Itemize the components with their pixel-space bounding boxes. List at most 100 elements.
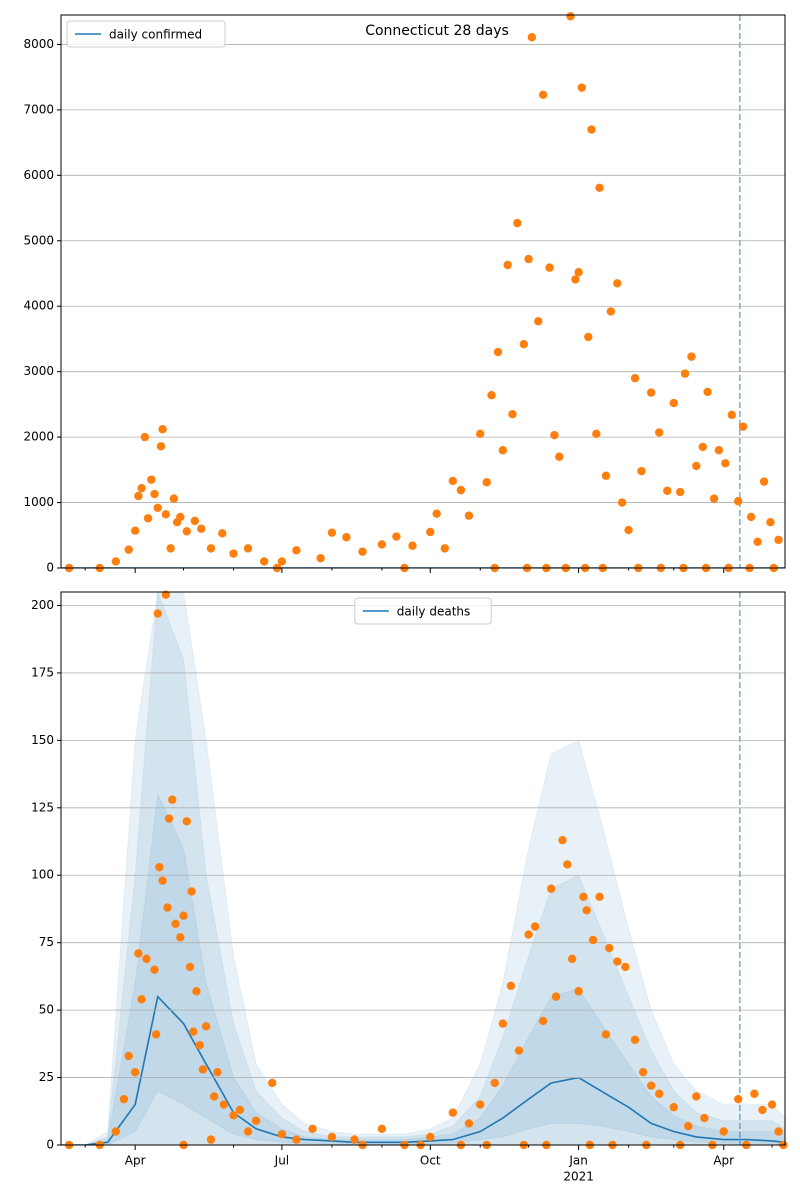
data-point — [514, 1046, 524, 1055]
data-point — [166, 544, 175, 553]
y-tick-label: 2000 — [23, 430, 54, 444]
data-point — [655, 428, 664, 437]
y-tick-label: 3000 — [23, 364, 54, 378]
data-point — [624, 525, 633, 535]
data-point — [316, 553, 325, 563]
data-point — [605, 943, 614, 953]
data-point — [143, 514, 153, 523]
data-point — [169, 494, 179, 503]
data-point — [124, 545, 133, 554]
data-point — [182, 527, 191, 536]
y-tick-label: 75 — [39, 935, 54, 949]
data-point — [464, 511, 474, 520]
data-point — [426, 1132, 435, 1142]
data-point — [277, 557, 287, 566]
data-point — [703, 387, 712, 397]
data-point — [190, 516, 200, 526]
legend-label: daily confirmed — [109, 28, 202, 42]
x-tick-label: Jul — [274, 1154, 289, 1168]
data-point — [158, 425, 167, 434]
data-point — [209, 1092, 219, 1101]
x-year-label: 2021 — [563, 1170, 594, 1184]
data-point — [584, 332, 593, 342]
data-point — [187, 887, 196, 896]
y-tick-label: 50 — [39, 1003, 54, 1017]
data-point — [506, 981, 516, 991]
data-point — [392, 532, 401, 541]
data-point — [534, 317, 543, 326]
data-point — [130, 526, 140, 535]
data-point — [738, 422, 748, 431]
legend-box — [66, 20, 226, 48]
data-point — [750, 1089, 759, 1098]
data-point — [124, 1051, 133, 1061]
data-point — [235, 1105, 245, 1115]
data-point — [476, 429, 485, 439]
y-tick-label: 8000 — [23, 37, 54, 51]
data-point — [277, 1130, 287, 1139]
data-point — [161, 510, 171, 519]
data-point — [490, 1078, 499, 1088]
data-point — [592, 429, 601, 439]
data-point — [163, 903, 172, 912]
data-point — [308, 1124, 317, 1134]
data-point — [292, 546, 301, 555]
data-point — [192, 987, 201, 996]
legend-label: daily deaths — [397, 605, 470, 619]
chart-title: Connecticut 28 days — [365, 23, 509, 39]
data-point — [595, 892, 604, 902]
data-point — [448, 476, 458, 486]
data-point — [637, 466, 646, 476]
plot-area — [61, 592, 785, 1145]
y-tick-label: 5000 — [23, 233, 54, 247]
data-point — [342, 533, 351, 542]
data-point — [243, 544, 253, 553]
y-tick-label: 1000 — [23, 495, 54, 509]
axes-frame — [60, 591, 786, 1146]
x-tick-label: Jan — [568, 1154, 588, 1168]
data-point — [601, 471, 611, 480]
data-point — [613, 957, 622, 966]
data-point — [147, 475, 156, 484]
data-point — [684, 1121, 693, 1131]
data-point — [753, 537, 762, 547]
data-point — [137, 995, 146, 1004]
data-point — [179, 911, 188, 920]
data-point — [259, 557, 269, 566]
data-point — [630, 1035, 640, 1044]
data-point — [201, 1022, 211, 1031]
data-point — [630, 374, 640, 383]
legend-box — [354, 597, 492, 625]
data-point — [574, 987, 583, 996]
data-point — [482, 478, 491, 487]
data-point — [198, 1065, 208, 1074]
data-point — [545, 263, 554, 272]
data-point — [669, 1103, 678, 1112]
data-point — [153, 609, 162, 618]
data-point — [119, 1094, 129, 1104]
data-point — [617, 498, 627, 507]
y-tick-label: 4000 — [23, 299, 54, 313]
data-point — [168, 795, 177, 804]
y-tick-label: 100 — [31, 868, 54, 882]
data-point — [588, 935, 598, 945]
data-point — [206, 544, 216, 553]
data-point — [189, 1027, 198, 1036]
uncertainty-band — [61, 592, 785, 1145]
data-point — [621, 962, 630, 972]
data-point — [524, 254, 533, 264]
data-point — [251, 1116, 261, 1125]
y-tick-label: 125 — [31, 800, 54, 814]
data-point — [646, 388, 656, 397]
data-point — [721, 459, 730, 468]
data-point — [487, 391, 496, 400]
y-tick-label: 200 — [31, 598, 54, 612]
data-point — [176, 933, 185, 942]
data-point — [595, 183, 604, 192]
plot-area — [61, 15, 785, 568]
y-tick-label: 150 — [31, 733, 54, 747]
data-point — [137, 483, 146, 493]
data-point — [519, 339, 528, 349]
data-point — [176, 512, 185, 522]
